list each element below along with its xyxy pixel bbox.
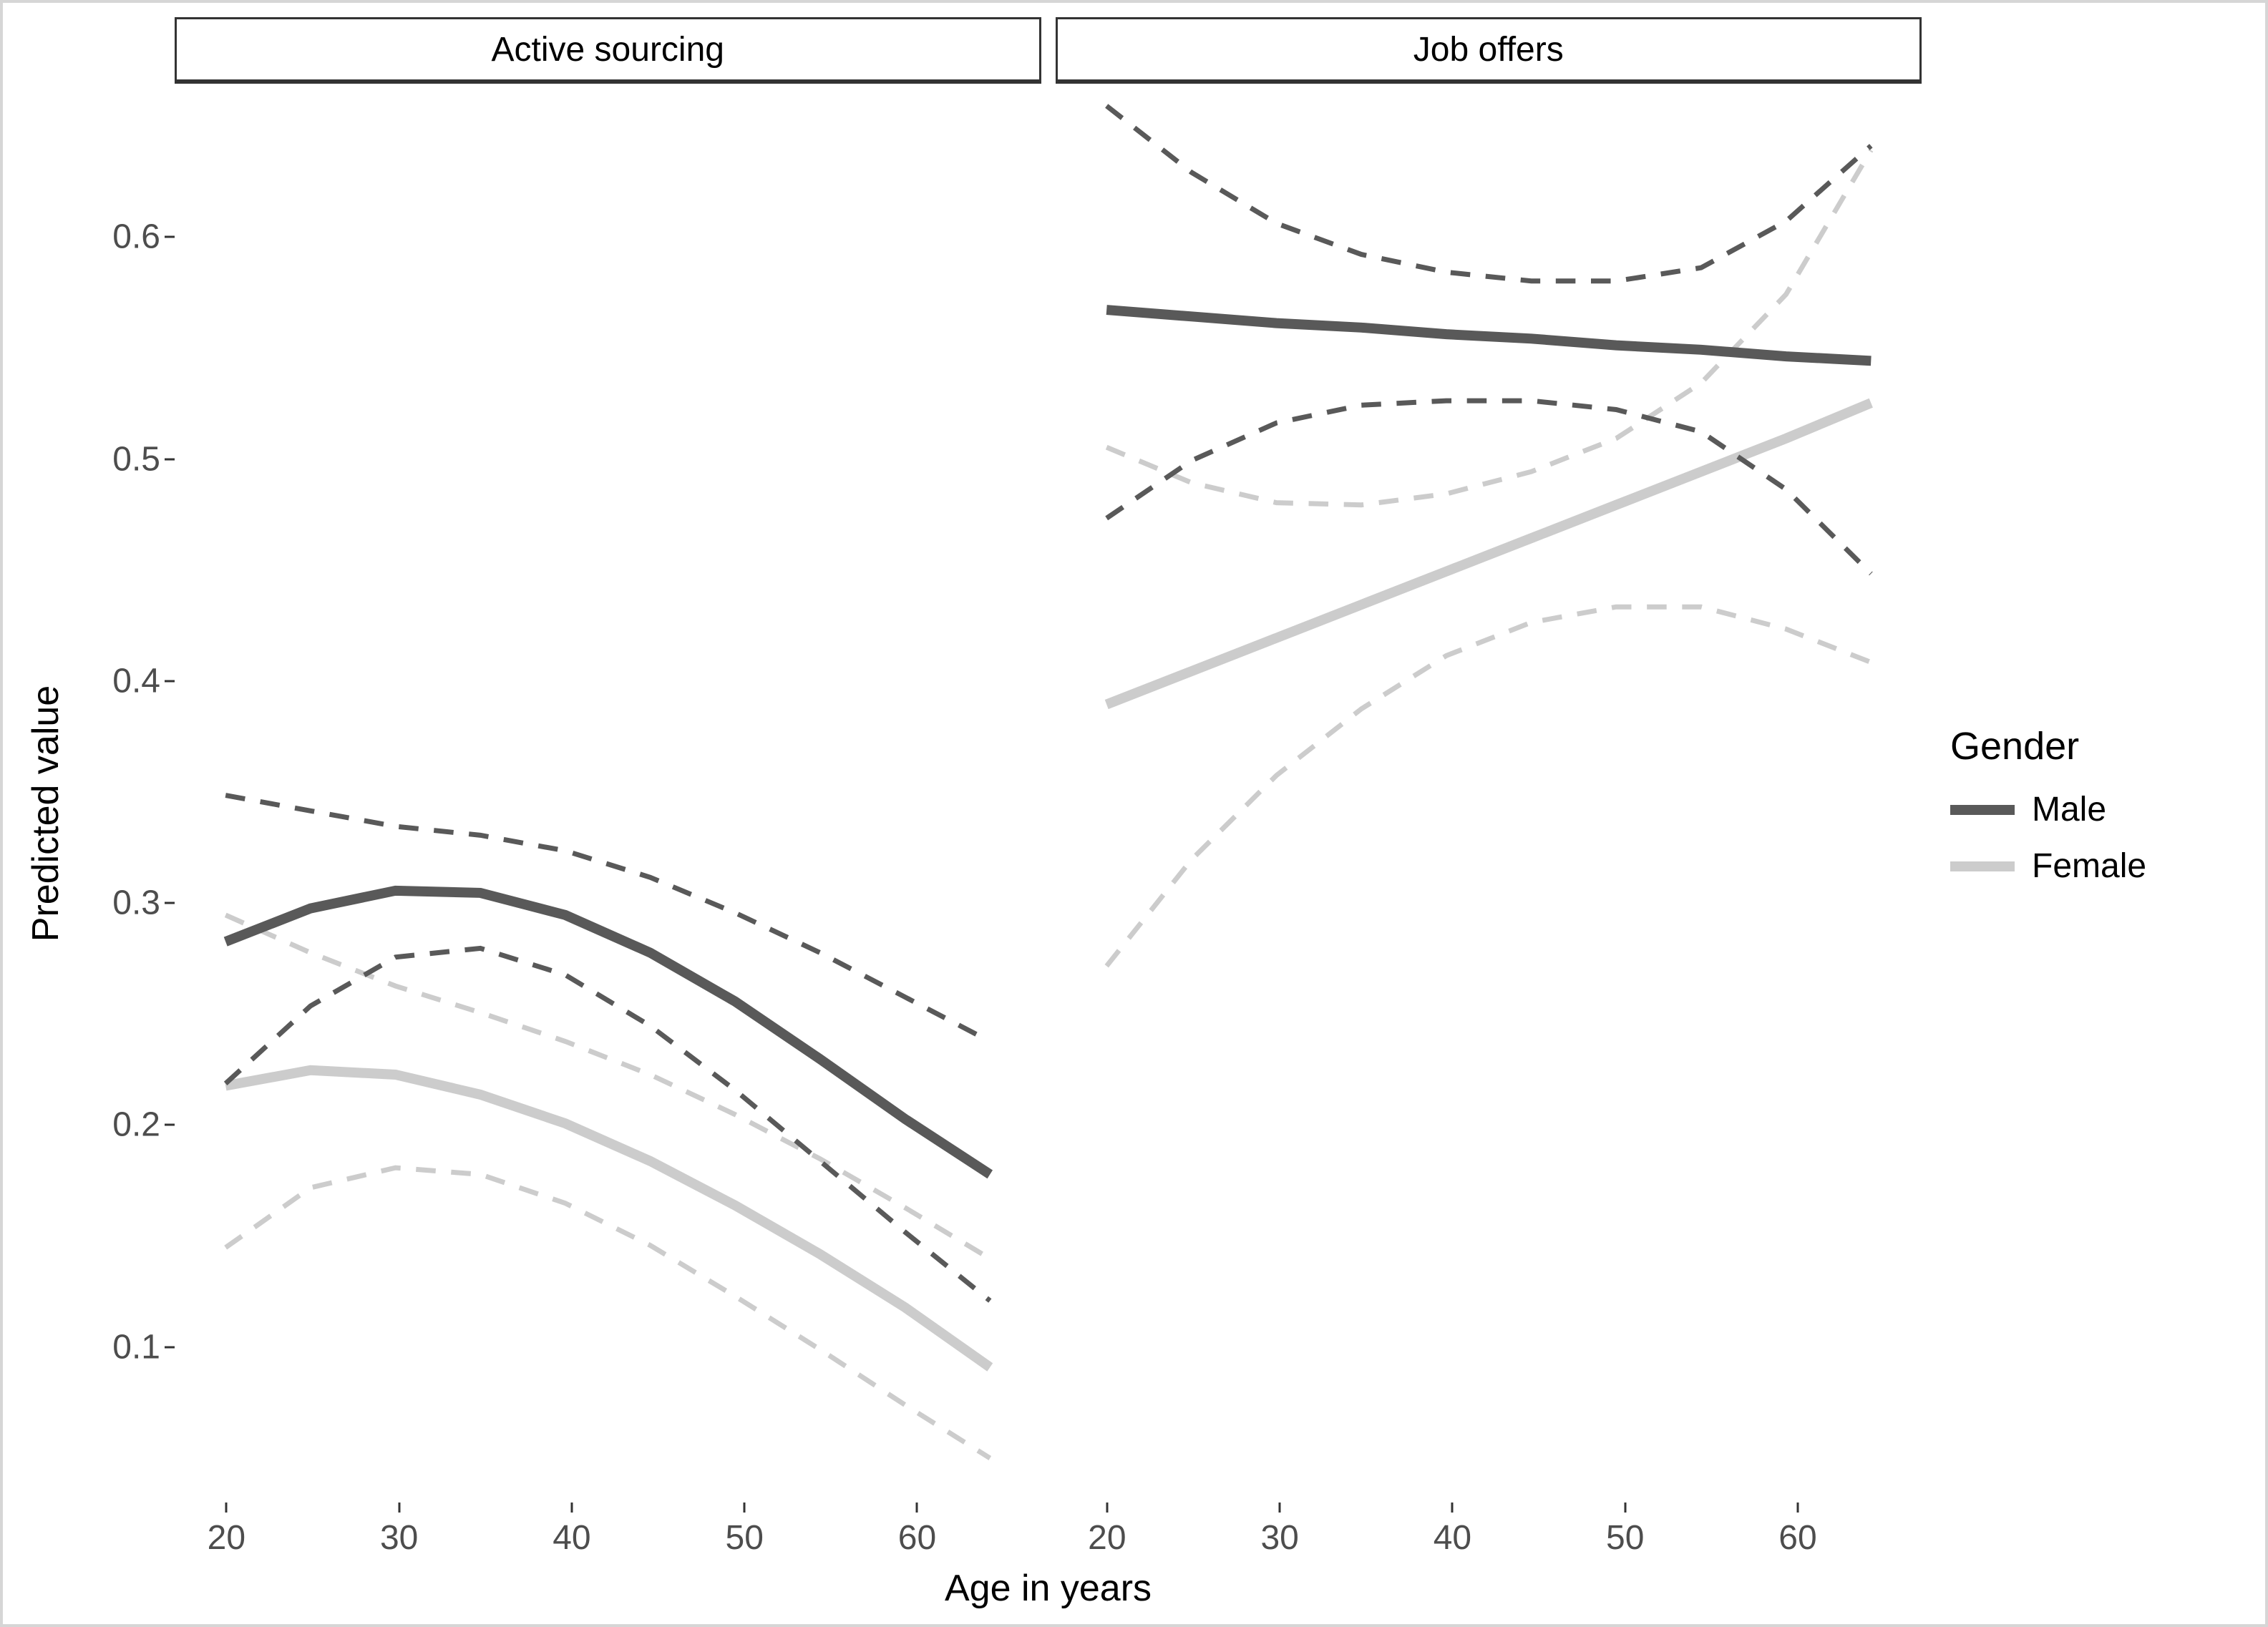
y-tick-label: 0.1 — [112, 1327, 160, 1367]
x-tick-mark — [225, 1503, 228, 1513]
x-axis-ticks-0: 20 30 40 50 60 — [175, 1503, 1041, 1567]
y-tick-label: 0.2 — [112, 1105, 160, 1145]
y-axis-title-container: Predicted value — [17, 17, 74, 1610]
y-tick-mark — [165, 458, 175, 460]
x-tick-label: 20 — [208, 1518, 245, 1558]
facet-strip-0-label: Active sourcing — [492, 30, 724, 69]
legend-item-female: Female — [1950, 846, 2251, 886]
figure-container: Predicted value 0.1 0.2 0.3 0.4 0.5 0.6 Activ… — [0, 0, 2268, 1627]
facet-strip-row: Active sourcing Job offers — [175, 17, 1922, 82]
legend-key-female — [1950, 861, 2015, 871]
x-tick-label: 60 — [1778, 1518, 1816, 1558]
x-tick-mark — [1451, 1503, 1454, 1513]
y-tick-mark — [165, 680, 175, 682]
legend-label-female: Female — [2032, 846, 2146, 886]
x-tick-mark — [398, 1503, 400, 1513]
x-axis-ticks-row: 20 30 40 50 60 20 30 40 50 60 — [175, 1503, 1922, 1567]
series-line — [225, 1168, 990, 1458]
legend-title: Gender — [1950, 724, 2251, 768]
x-axis-title: Age in years — [175, 1567, 1922, 1610]
y-tick-mark — [165, 902, 175, 904]
x-tick-label: 50 — [1606, 1518, 1644, 1558]
plot-svg-0 — [175, 84, 1041, 1503]
y-tick-label: 0.3 — [112, 884, 160, 923]
y-tick-mark — [165, 1346, 175, 1348]
y-tick-mark — [165, 1124, 175, 1126]
x-tick-label: 30 — [1260, 1518, 1298, 1558]
x-tick-mark — [1624, 1503, 1626, 1513]
y-axis-title: Predicted value — [24, 685, 67, 942]
legend-key-male — [1950, 805, 2015, 815]
plot-svg-1 — [1056, 84, 1922, 1503]
legend-item-male: Male — [1950, 790, 2251, 829]
series-line — [225, 915, 990, 1259]
x-axis-ticks-1: 20 30 40 50 60 — [1056, 1503, 1922, 1567]
x-tick-label: 30 — [380, 1518, 418, 1558]
x-tick-label: 40 — [1434, 1518, 1471, 1558]
facet-strip-1-label: Job offers — [1413, 30, 1564, 69]
facet-strip-1: Job offers — [1056, 17, 1922, 82]
y-tick-mark — [165, 236, 175, 238]
panels-area: Active sourcing Job offers 20 30 40 50 60 20… — [175, 17, 1922, 1610]
series-line — [1106, 403, 1871, 704]
series-line — [1106, 106, 1871, 281]
series-line — [225, 1070, 990, 1367]
x-tick-mark — [1106, 1503, 1108, 1513]
figure-inner: Predicted value 0.1 0.2 0.3 0.4 0.5 0.6 Activ… — [17, 17, 2251, 1610]
y-axis-ticks: 0.1 0.2 0.3 0.4 0.5 0.6 — [74, 17, 175, 1610]
x-tick-mark — [570, 1503, 573, 1513]
x-tick-mark — [1796, 1503, 1799, 1513]
y-tick-label: 0.6 — [112, 218, 160, 257]
x-tick-mark — [744, 1503, 746, 1513]
plot-row — [175, 82, 1922, 1503]
x-tick-label: 50 — [726, 1518, 764, 1558]
plot-panel-1 — [1056, 82, 1922, 1503]
x-tick-mark — [1279, 1503, 1281, 1513]
facet-strip-0: Active sourcing — [175, 17, 1041, 82]
y-tick-label: 0.5 — [112, 439, 160, 479]
x-tick-mark — [916, 1503, 918, 1513]
legend: Gender Male Female — [1922, 17, 2251, 1610]
x-tick-label: 20 — [1088, 1518, 1126, 1558]
plot-panel-0 — [175, 82, 1041, 1503]
x-tick-label: 60 — [898, 1518, 936, 1558]
series-line — [225, 948, 990, 1301]
x-tick-label: 40 — [553, 1518, 590, 1558]
series-line — [1106, 310, 1871, 361]
y-tick-label: 0.4 — [112, 661, 160, 700]
legend-label-male: Male — [2032, 790, 2106, 829]
series-line — [225, 891, 990, 1175]
series-line — [225, 796, 990, 1042]
